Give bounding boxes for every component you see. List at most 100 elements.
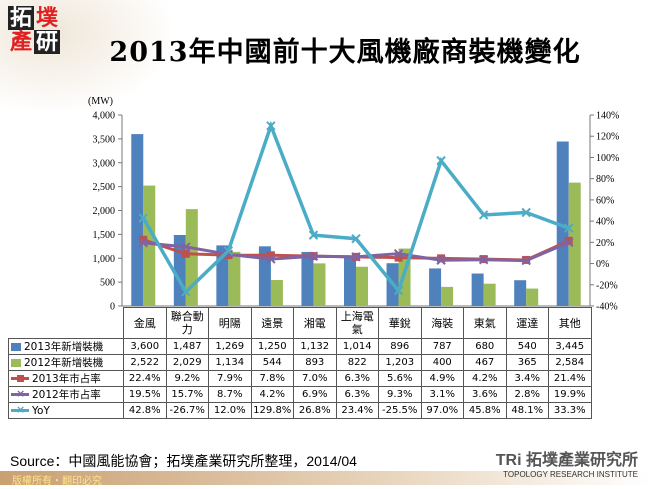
line-marker <box>478 210 489 220</box>
y-tick-label: 500 <box>100 278 115 289</box>
line-marker <box>437 254 446 263</box>
table-row: 2013年市占率 22.4% 9.2% 7.9% 7.8% 7.0% 6.3% 5.6% 4.9… <box>8 370 592 387</box>
y2-tick-label: 60% <box>596 195 614 206</box>
data-label: 7.9% <box>208 370 252 387</box>
y-tick-label: 0 <box>110 302 115 313</box>
page-title: 2013年中國前十大風機廠商裝機變化 <box>109 37 581 68</box>
line-marker <box>266 251 275 260</box>
table-row: × 2012年市占率 19.5% 15.7% 8.7% 4.2% 6.9% 6.3% 9.3% 3… <box>8 386 592 403</box>
y-axis-label: (MW) <box>88 96 113 107</box>
y2-tick-label: 20% <box>596 238 614 249</box>
data-label: 97.0% <box>420 402 464 419</box>
legend-swatch <box>11 358 21 367</box>
data-label: 22.4% <box>123 370 167 387</box>
legend-entry: × 2012年市占率 <box>8 386 124 403</box>
data-label: 3,445 <box>548 338 592 355</box>
y2-tick-label: 120% <box>596 132 619 143</box>
y-tick-label: 3,500 <box>93 134 116 145</box>
category-label: 華銳 <box>378 307 422 339</box>
data-label: 680 <box>463 338 507 355</box>
category-label: 聯合動力 <box>165 307 209 339</box>
category-label: 其他 <box>548 307 592 339</box>
data-label: 4.2% <box>463 370 507 387</box>
source-note: Source：中國風能協會；拓墣產業研究所整理，2014/04 <box>10 453 357 469</box>
line-marker <box>139 235 148 244</box>
logo: 拓墣產研 <box>8 5 60 55</box>
bar-2013 <box>429 268 442 306</box>
table-corner <box>8 307 124 339</box>
combo-chart: (MW) 0 500 1,000 1,500 2,000 2,500 3,000 3,500 4,… <box>88 96 619 313</box>
line-marker <box>394 253 403 262</box>
data-label: 19.9% <box>548 386 592 403</box>
legend-swatch: × <box>11 387 29 400</box>
data-label: 1,132 <box>293 338 337 355</box>
line-marker <box>521 255 531 266</box>
data-label: 2,522 <box>123 354 167 371</box>
bar-2012 <box>483 283 496 306</box>
data-label: 6.9% <box>293 386 337 403</box>
category-label: 金風 <box>123 307 167 339</box>
bar-2012 <box>228 251 241 306</box>
data-label: 129.8% <box>250 402 294 419</box>
data-label: 42.8% <box>123 402 167 419</box>
data-label: 3.1% <box>420 386 464 403</box>
legend-entry: × YoY <box>8 402 124 419</box>
line-marker <box>308 230 319 240</box>
data-label: 2,029 <box>165 354 209 371</box>
y2-tick-label: 40% <box>596 217 614 228</box>
data-label: 12.0% <box>208 402 252 419</box>
line-marker <box>478 255 489 265</box>
bar-2013 <box>514 280 527 306</box>
y-tick-label: 1,500 <box>93 230 116 241</box>
bar-2013 <box>344 257 356 306</box>
y-tick-label: 2,000 <box>93 206 116 217</box>
series-name: YoY <box>32 404 50 417</box>
line-marker <box>564 223 574 233</box>
category-label: 湘電 <box>293 307 337 339</box>
data-label: 893 <box>293 354 337 371</box>
category-label: 明陽 <box>208 307 252 339</box>
series-name: 2012年新增裝機 <box>24 356 104 369</box>
bar-2012 <box>568 182 581 306</box>
line-marker <box>564 237 574 248</box>
data-label: 7.8% <box>250 370 294 387</box>
series-name: 2013年新增裝機 <box>24 340 104 353</box>
data-label: -25.5% <box>378 402 422 419</box>
legend-swatch <box>11 342 21 351</box>
data-label: 1,250 <box>250 338 294 355</box>
bar-2012 <box>270 280 283 306</box>
category-label: 遠景 <box>250 307 294 339</box>
line-marker <box>436 255 446 265</box>
bar-2013 <box>556 141 569 306</box>
data-label: 45.8% <box>463 402 507 419</box>
y2-tick-label: 80% <box>596 174 614 185</box>
bar-2013 <box>301 251 314 306</box>
data-label: 6.3% <box>335 386 379 403</box>
data-label: 48.1% <box>505 402 549 419</box>
data-label: 3.6% <box>463 386 507 403</box>
data-label: 23.4% <box>335 402 379 419</box>
line-marker <box>138 213 148 223</box>
line-marker <box>181 287 191 297</box>
data-label: 6.3% <box>335 370 379 387</box>
data-label: 4.9% <box>420 370 464 387</box>
data-label: 467 <box>463 354 507 371</box>
data-table: 金風 聯合動力 明陽 遠景 湘電 上海電氣 華銳 海裝 東氣 運達 其他 2013年新增裝機 3,600… <box>8 307 592 419</box>
series-name: 2013年市占率 <box>32 372 101 385</box>
y-tick-label: 2,500 <box>93 182 116 193</box>
data-label: 19.5% <box>123 386 167 403</box>
data-label: 2,584 <box>548 354 592 371</box>
y2-tick-label: 100% <box>596 153 619 164</box>
y2-tick-label: -40% <box>596 302 618 313</box>
bar-2013 <box>471 273 484 306</box>
legend-entry: 2013年市占率 <box>8 370 124 387</box>
bar-2012 <box>356 266 368 306</box>
line-marker <box>308 251 319 261</box>
line-marker <box>436 155 446 166</box>
data-label: 8.7% <box>208 386 252 403</box>
line-marker <box>181 249 190 258</box>
table-row: 2013年新增裝機 3,600 1,487 1,269 1,250 1,132 1,014 8… <box>8 338 592 355</box>
data-label: 4.2% <box>250 386 294 403</box>
legend-entry: 2012年新增裝機 <box>8 354 124 371</box>
data-label: 822 <box>335 354 379 371</box>
